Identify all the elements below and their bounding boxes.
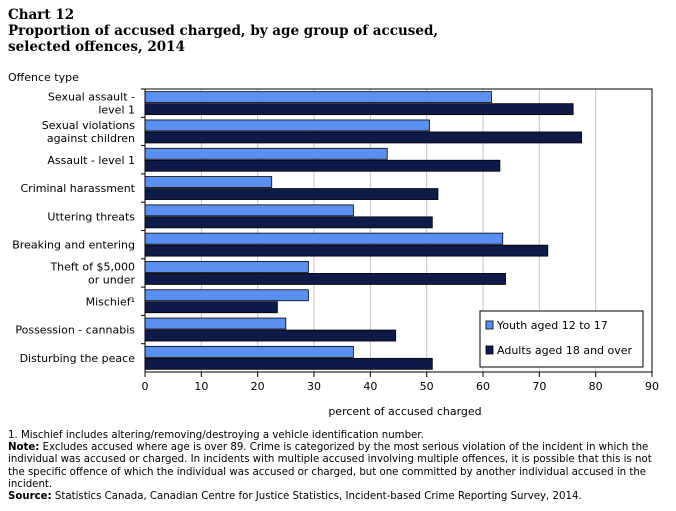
bar-youth [144, 91, 492, 104]
bar-adults [144, 131, 582, 144]
note-text: Excludes accused where age is over 89. C… [8, 442, 652, 490]
x-tick-label: 40 [363, 380, 377, 393]
x-tick-label: 20 [251, 380, 265, 393]
legend: Youth aged 12 to 17 Adults aged 18 and ov… [479, 310, 644, 368]
y-category-label: level 1 [98, 104, 135, 117]
bar-youth [144, 204, 354, 217]
bar-adults [144, 329, 397, 342]
legend-swatch [485, 320, 494, 330]
chart-title-line-2: selected offences, 2014 [8, 39, 185, 55]
bar-adults [144, 244, 549, 257]
legend-label: Adults aged 18 and over [497, 344, 633, 357]
x-tick-label: 60 [476, 380, 490, 393]
bar-youth [144, 147, 388, 160]
bar-youth [144, 232, 504, 245]
bar-adults [144, 103, 574, 116]
source-paragraph: Source: Statistics Canada, Canadian Cent… [8, 491, 668, 503]
chart-title-line-1: Proportion of accused charged, by age gr… [8, 23, 439, 39]
y-category-label: Disturbing the peace [20, 352, 136, 365]
bar-youth [144, 317, 287, 330]
bar-youth [144, 261, 309, 273]
y-category-label: Criminal harassment [20, 182, 135, 195]
legend-box [479, 310, 644, 368]
source-label: Source: [8, 491, 52, 503]
note-paragraph: Note: Excludes accused where age is over… [8, 442, 668, 491]
bars [144, 91, 582, 370]
y-category-label: Mischief¹ [86, 295, 135, 308]
y-category-label: Sexual violations [42, 119, 135, 132]
bar-youth [144, 176, 273, 188]
bar-youth [144, 345, 354, 358]
note-label: Note: [8, 442, 40, 454]
bar-adults [144, 188, 439, 200]
x-tick-label: 90 [645, 380, 659, 393]
x-tick-label: 50 [420, 380, 434, 393]
bar-youth [144, 289, 309, 302]
y-category-label: Possession - cannabis [15, 324, 135, 337]
y-axis-categories: Sexual assault -level 1 Sexual violations… [12, 88, 145, 365]
y-category-label: Theft of $5,000 [49, 260, 135, 273]
y-category-label: Assault - level 1 [47, 154, 135, 167]
x-tick-label: 10 [194, 380, 208, 393]
bar-chart: 0 10 20 30 40 50 60 70 80 90 Sexual assault -leve… [8, 71, 659, 418]
bar-adults [144, 301, 278, 314]
source-text: Statistics Canada, Canadian Centre for J… [51, 491, 582, 503]
x-tick-label: 0 [142, 380, 149, 393]
chart-title: Chart 12 Proportion of accused charged, … [8, 7, 438, 55]
x-tick-label: 30 [307, 380, 321, 393]
y-axis-title: Offence type [8, 71, 79, 84]
legend-swatch [485, 345, 494, 355]
y-category-label: Breaking and entering [12, 239, 135, 252]
x-axis-ticks: 0 10 20 30 40 50 60 70 80 90 [142, 372, 659, 393]
y-category-label: against children [47, 132, 135, 145]
y-category-label: Uttering threats [47, 210, 135, 223]
bar-adults [144, 216, 433, 229]
footnote: 1. Mischief includes altering/removing/d… [8, 430, 424, 441]
bar-youth [144, 119, 430, 132]
legend-label: Youth aged 12 to 17 [496, 319, 608, 332]
bar-adults [144, 357, 433, 370]
x-tick-label: 70 [532, 380, 546, 393]
x-tick-label: 80 [589, 380, 603, 393]
y-category-label: or under [88, 273, 135, 286]
chart-number: Chart 12 [8, 7, 75, 23]
bar-adults [144, 273, 506, 285]
bar-adults [144, 159, 501, 172]
y-category-label: Sexual assault - [48, 91, 135, 104]
x-axis-title: percent of accused charged [328, 405, 481, 418]
chart-notes: 1. Mischief includes altering/removing/d… [8, 430, 668, 503]
